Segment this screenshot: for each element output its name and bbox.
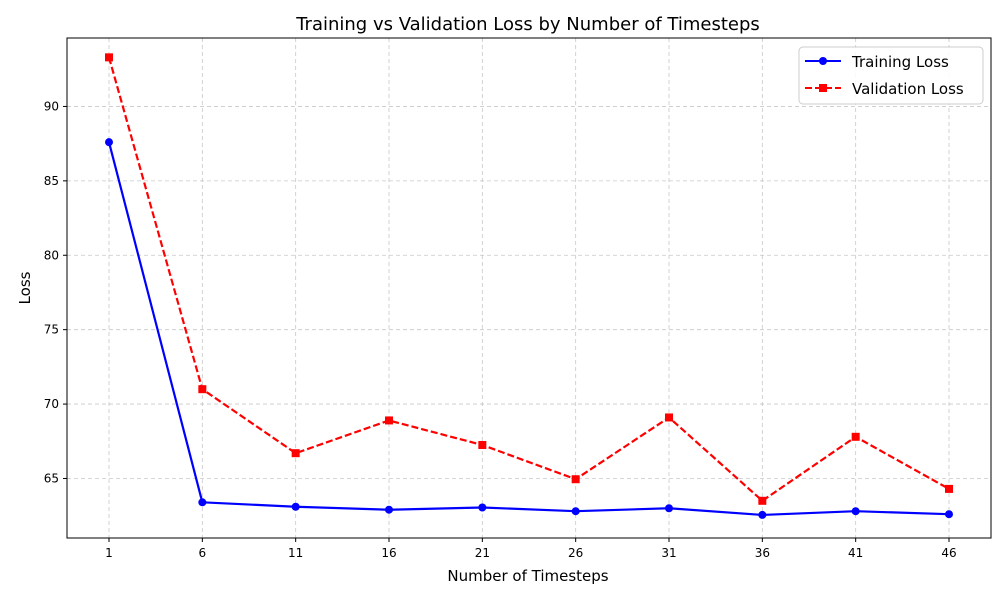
x-tick-label: 26 bbox=[568, 546, 583, 560]
validation-loss-point bbox=[478, 440, 487, 449]
y-tick-label: 70 bbox=[44, 397, 59, 411]
legend-training-marker bbox=[819, 57, 827, 65]
x-tick-label: 1 bbox=[105, 546, 113, 560]
training-loss-point bbox=[758, 510, 767, 519]
validation-loss-point bbox=[665, 413, 673, 422]
x-tick-label: 6 bbox=[199, 546, 207, 560]
y-axis-title: Loss bbox=[16, 271, 34, 304]
training-loss-point bbox=[945, 510, 953, 519]
x-tick-label: 41 bbox=[848, 546, 863, 560]
x-tick-label: 46 bbox=[941, 546, 956, 560]
validation-loss-point bbox=[291, 449, 300, 458]
validation-loss-point bbox=[198, 385, 207, 394]
plot-area-frame bbox=[66, 37, 992, 539]
legend: Training Loss Validation Loss bbox=[798, 46, 984, 105]
training-loss-point bbox=[478, 503, 487, 512]
series-layer bbox=[105, 53, 953, 519]
x-tick-label: 21 bbox=[475, 546, 490, 560]
grid-lines bbox=[67, 38, 991, 538]
y-tick-label: 65 bbox=[44, 471, 59, 485]
y-tick-label: 80 bbox=[44, 248, 59, 262]
training-loss-point bbox=[105, 138, 113, 147]
x-tick-label: 11 bbox=[288, 546, 303, 560]
x-tick-label: 36 bbox=[755, 546, 770, 560]
chart-title: Training vs Validation Loss by Number of… bbox=[295, 14, 760, 35]
legend-validation-marker bbox=[819, 84, 827, 92]
validation-loss-point bbox=[851, 432, 860, 441]
x-tick-label: 16 bbox=[381, 546, 396, 560]
x-tick-label: 31 bbox=[661, 546, 676, 560]
x-axis-title: Number of Timesteps bbox=[447, 567, 608, 585]
training-loss-point bbox=[571, 507, 580, 516]
y-tick-label: 90 bbox=[44, 99, 59, 113]
training-loss-point bbox=[665, 504, 673, 513]
training-loss-point bbox=[851, 507, 860, 516]
validation-loss-point bbox=[105, 53, 113, 62]
validation-loss-line bbox=[107, 57, 950, 502]
validation-loss-point bbox=[385, 416, 393, 425]
validation-loss-point bbox=[758, 496, 767, 505]
y-tick-label: 75 bbox=[44, 323, 59, 337]
validation-loss-point bbox=[571, 475, 580, 484]
training-loss-point bbox=[198, 498, 207, 507]
training-loss-point bbox=[385, 505, 393, 514]
training-loss-line bbox=[107, 141, 950, 517]
legend-training-label: Training Loss bbox=[851, 53, 949, 71]
legend-box bbox=[798, 46, 984, 105]
validation-loss-point bbox=[945, 484, 953, 493]
legend-validation-label: Validation Loss bbox=[852, 80, 964, 98]
training-loss-point bbox=[291, 502, 300, 511]
y-tick-label: 85 bbox=[44, 174, 59, 188]
